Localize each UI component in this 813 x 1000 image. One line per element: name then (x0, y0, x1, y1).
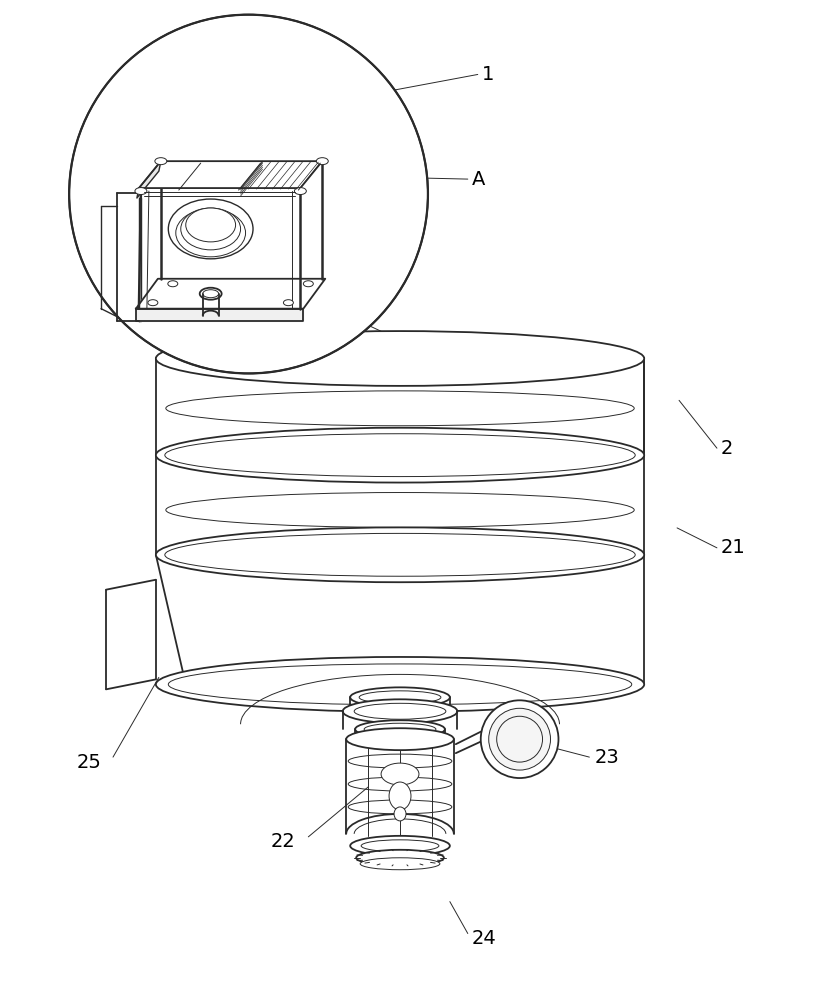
Ellipse shape (148, 300, 158, 306)
Ellipse shape (303, 281, 313, 287)
Ellipse shape (156, 527, 644, 582)
Text: A: A (472, 170, 485, 189)
Ellipse shape (350, 836, 450, 856)
Ellipse shape (346, 728, 454, 750)
Ellipse shape (294, 188, 307, 195)
Ellipse shape (489, 708, 550, 770)
Polygon shape (136, 309, 303, 321)
Polygon shape (139, 161, 322, 188)
Ellipse shape (200, 288, 222, 300)
Ellipse shape (185, 208, 236, 242)
Text: 22: 22 (271, 832, 295, 851)
Ellipse shape (343, 699, 458, 723)
Ellipse shape (480, 700, 559, 778)
Text: 23: 23 (594, 748, 620, 767)
Text: 21: 21 (721, 538, 746, 557)
Ellipse shape (156, 657, 644, 712)
Polygon shape (136, 279, 325, 309)
Ellipse shape (381, 763, 419, 785)
Ellipse shape (156, 331, 644, 386)
Ellipse shape (355, 720, 445, 738)
Text: 25: 25 (76, 753, 101, 772)
Circle shape (69, 15, 428, 373)
Ellipse shape (360, 858, 440, 870)
Ellipse shape (350, 687, 450, 707)
Ellipse shape (394, 807, 406, 821)
Ellipse shape (135, 188, 147, 195)
Text: 2: 2 (721, 439, 733, 458)
Ellipse shape (284, 300, 293, 306)
Ellipse shape (168, 199, 253, 259)
Ellipse shape (316, 158, 328, 165)
Ellipse shape (154, 158, 167, 165)
Text: 1: 1 (482, 65, 494, 84)
Ellipse shape (156, 428, 644, 483)
Ellipse shape (389, 782, 411, 810)
Ellipse shape (356, 850, 444, 866)
Polygon shape (137, 161, 161, 198)
Ellipse shape (180, 208, 241, 250)
Text: 24: 24 (472, 929, 497, 948)
Ellipse shape (167, 281, 178, 287)
Polygon shape (139, 198, 141, 321)
Ellipse shape (176, 209, 246, 257)
